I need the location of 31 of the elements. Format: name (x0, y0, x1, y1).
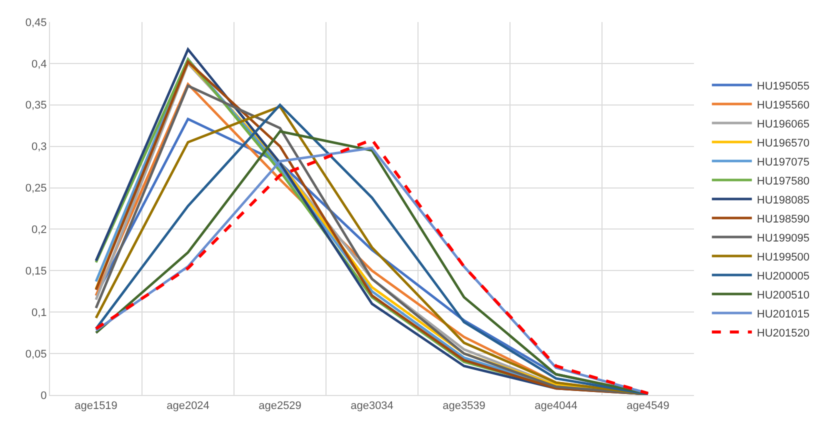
y-tick-label: 0,15 (25, 266, 47, 278)
legend-label: HU198085 (756, 194, 810, 206)
x-tick-label: age4549 (626, 400, 670, 412)
legend-label: HU201520 (756, 327, 810, 340)
legend-label: HU197580 (756, 175, 810, 188)
legend-label: HU197075 (756, 156, 810, 168)
y-tick-label: 0,4 (32, 58, 47, 70)
legend-label: HU200510 (756, 289, 810, 302)
legend-label: HU195560 (756, 99, 810, 112)
legend-label: HU199500 (756, 251, 810, 264)
legend-label: HU199095 (756, 232, 810, 244)
legend-label: HU200005 (756, 270, 810, 282)
x-tick-label: age2024 (166, 400, 210, 412)
x-tick-label: age3034 (350, 400, 394, 412)
y-tick-label: 0,25 (25, 182, 47, 195)
x-tick-label: age1519 (74, 400, 118, 412)
legend-label: HU198590 (756, 213, 810, 226)
legend-label: HU195055 (756, 80, 810, 92)
y-tick-label: 0,35 (25, 100, 47, 112)
x-tick-label: age4044 (534, 400, 578, 412)
x-tick-label: age3539 (442, 400, 486, 412)
legend-label: HU196065 (756, 118, 810, 130)
y-tick-label: 0,2 (32, 224, 47, 236)
legend-label: HU196570 (756, 137, 810, 150)
legend-label: HU201015 (756, 308, 810, 320)
x-tick-label: age2529 (258, 400, 302, 412)
y-tick-label: 0,05 (25, 348, 47, 360)
y-tick-label: 0,1 (32, 306, 47, 319)
y-tick-label: 0,3 (32, 141, 47, 154)
y-tick-label: 0 (40, 390, 47, 402)
y-tick-label: 0,45 (25, 16, 47, 29)
